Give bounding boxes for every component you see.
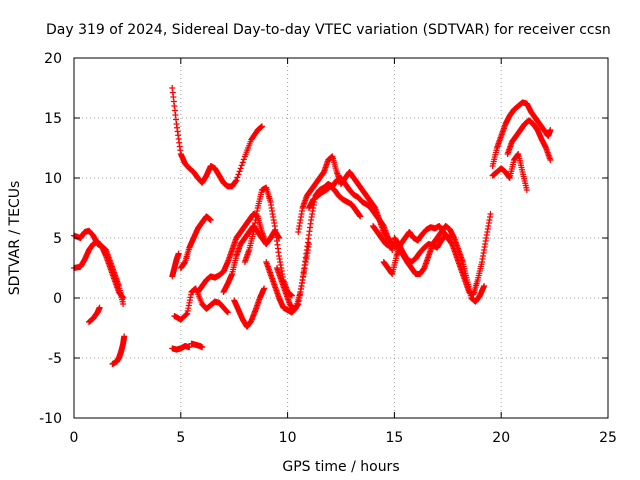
plus-markers — [109, 333, 128, 367]
y-tick-label: 15 — [44, 111, 62, 127]
plus-markers — [169, 85, 265, 190]
plus-markers — [71, 238, 127, 301]
plus-markers — [380, 211, 494, 298]
x-tick-label: 25 — [599, 430, 617, 446]
y-tick-label: 0 — [53, 291, 62, 307]
x-tick-label: 10 — [279, 430, 297, 446]
plus-markers — [169, 250, 182, 280]
y-axis-label: SDTVAR / TECUs — [7, 181, 23, 296]
plus-markers — [295, 153, 396, 253]
plus-markers — [177, 213, 214, 271]
plus-markers — [489, 151, 530, 193]
plus-markers — [489, 99, 554, 169]
plus-markers — [169, 343, 193, 353]
series-arc-u — [391, 232, 453, 265]
chart-title: Day 319 of 2024, Sidereal Day-to-day VTE… — [46, 22, 611, 38]
series-arc-g — [188, 340, 206, 351]
y-tick-label: -10 — [39, 411, 62, 427]
plus-markers — [194, 211, 270, 295]
y-tick-label: 20 — [44, 51, 62, 67]
series-arc-m — [231, 285, 268, 330]
y-tick-label: 10 — [44, 171, 62, 187]
axis-ticks: 0 5 10 15 20 25 -10 -5 0 5 10 15 20 — [39, 51, 617, 446]
series-arc-t — [380, 211, 494, 298]
series-arc-v — [489, 99, 554, 169]
x-tick-label: 5 — [176, 430, 185, 446]
x-tick-label: 20 — [492, 430, 510, 446]
plus-markers — [188, 340, 206, 351]
y-tick-label: 5 — [53, 231, 62, 247]
plus-markers — [305, 183, 364, 220]
y-tick-label: -5 — [48, 351, 62, 367]
series-arc-w — [489, 151, 530, 193]
plus-markers — [171, 285, 231, 323]
series-arc-e — [169, 85, 265, 190]
plus-markers — [504, 117, 554, 163]
plus-markers — [231, 285, 268, 330]
series-arc-d — [109, 333, 128, 367]
series-arc-f — [169, 343, 193, 353]
series-arc-j — [177, 213, 214, 271]
series-arc-h — [169, 250, 182, 280]
series-arc-k — [194, 211, 270, 295]
x-tick-label: 15 — [385, 430, 403, 446]
plus-markers — [85, 304, 103, 325]
data-marks — [71, 85, 554, 367]
series-arc-c — [85, 304, 103, 325]
x-axis-label: GPS time / hours — [282, 459, 399, 475]
plus-markers — [391, 232, 453, 265]
series-arc-r — [305, 183, 364, 220]
series-arc-x — [504, 117, 554, 163]
x-tick-label: 0 — [70, 430, 79, 446]
series-arc-i — [171, 285, 231, 323]
series-arc-q — [295, 153, 396, 253]
grid — [74, 58, 608, 418]
series-arc-b — [71, 238, 127, 301]
